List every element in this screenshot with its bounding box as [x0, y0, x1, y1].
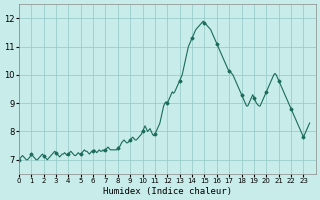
X-axis label: Humidex (Indice chaleur): Humidex (Indice chaleur) — [103, 187, 232, 196]
